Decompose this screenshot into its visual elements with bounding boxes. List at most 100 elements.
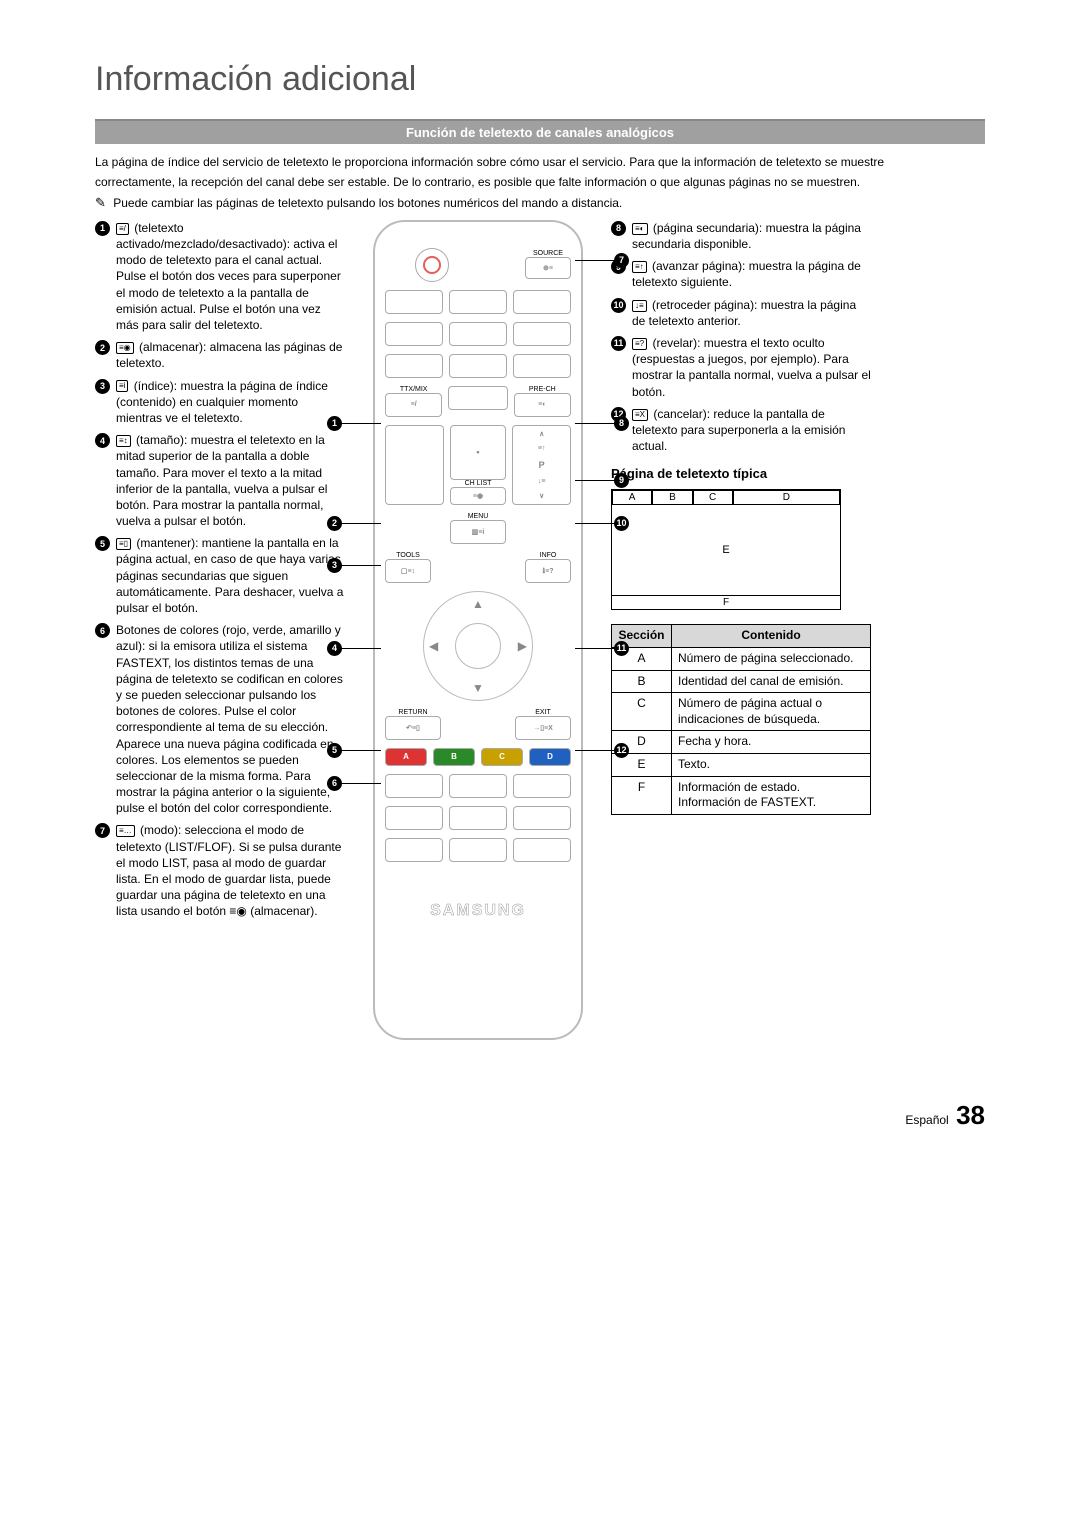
diag-e: E: [612, 505, 840, 595]
info-label: INFO: [525, 552, 571, 559]
right-item-9: 9≡↑ (avanzar página): muestra la página …: [611, 258, 871, 290]
lead-badge-2: 2: [327, 516, 342, 531]
left-column: 1≡/ (teletexto activado/mezclado/desacti…: [95, 220, 345, 1040]
lead-badge-8: 8: [614, 416, 629, 431]
table-row: ANúmero de página seleccionado.: [612, 647, 871, 670]
right-item-10: 10 ↓≡ (retroceder página): muestra la pág…: [611, 297, 871, 329]
item-text-4: ≡↕ (tamaño): muestra el teletexto en la …: [116, 432, 345, 529]
page-title: Información adicional: [95, 60, 985, 99]
footer-page-number: 38: [956, 1100, 985, 1130]
badge-4: 4: [95, 433, 110, 448]
lead-badge-5: 5: [327, 743, 342, 758]
item-text-10: ↓≡ (retroceder página): muestra la págin…: [632, 297, 871, 329]
section-header: Función de teletexto de canales analógic…: [95, 119, 985, 144]
prech-label: PRE-CH: [514, 386, 571, 393]
item-text-11: ≡? (revelar): muestra el texto oculto (r…: [632, 335, 871, 400]
tt-icon: ≡X: [632, 409, 648, 421]
section-content: Número de página actual o indicaciones d…: [672, 693, 871, 731]
badge-7: 7: [95, 823, 110, 838]
badge-2: 2: [95, 340, 110, 355]
remote-column: SOURCE ⊕≡ TTX/MIX ≡/: [363, 220, 593, 1040]
section-content: Texto.: [672, 753, 871, 776]
footer-lang: Español: [905, 1113, 948, 1127]
source-label: SOURCE: [525, 250, 571, 257]
badge-3: 3: [95, 379, 110, 394]
left-item-5: 5≡▯ (mantener): mantiene la pantalla en …: [95, 535, 345, 616]
lead-line: [341, 565, 381, 566]
left-item-2: 2 ≡◉ (almacenar): almacena las páginas de…: [95, 339, 345, 371]
section-content: Identidad del canal de emisión.: [672, 670, 871, 693]
exit-button: →▯≡X: [515, 716, 571, 740]
lead-line: [341, 523, 381, 524]
tools-button: ▢≡↕: [385, 559, 431, 583]
table-row: DFecha y hora.: [612, 731, 871, 754]
diag-c: C: [693, 490, 733, 505]
brand-logo: SAMSUNG: [385, 902, 571, 920]
lead-line: [575, 523, 615, 524]
lead-badge-1: 1: [327, 416, 342, 431]
intro-line-2: correctamente, la recepción del canal de…: [95, 174, 985, 190]
diag-a: A: [612, 490, 652, 505]
tt-icon: ≡◉: [116, 342, 134, 354]
left-item-7: 7 ≡… (modo): selecciona el modo de telete…: [95, 822, 345, 919]
section-table: Sección Contenido ANúmero de página sele…: [611, 624, 871, 814]
right-column: 8 ≡◐ (página secundaria): muestra la pági…: [611, 220, 871, 1040]
lead-badge-6: 6: [327, 776, 342, 791]
item-text-8: ≡◐ (página secundaria): muestra la págin…: [632, 220, 871, 252]
note-text: Puede cambiar las páginas de teletexto p…: [113, 196, 622, 210]
diag-b: B: [652, 490, 692, 505]
intro-line-1: La página de índice del servicio de tele…: [95, 154, 985, 170]
lead-badge-11: 11: [614, 641, 629, 656]
item-text-2: ≡◉ (almacenar): almacena las páginas de …: [116, 339, 345, 371]
lead-line: [341, 783, 381, 784]
section-content: Información de estado. Información de FA…: [672, 776, 871, 814]
table-row: BIdentidad del canal de emisión.: [612, 670, 871, 693]
chlist-button: ≡◉: [450, 487, 507, 505]
section-key: C: [612, 693, 672, 731]
tt-icon: ≡▯: [116, 538, 131, 550]
lead-badge-10: 10: [614, 516, 629, 531]
menu-label: MENU: [450, 513, 506, 520]
return-button: ↶≡▯: [385, 716, 441, 740]
item-text-7: ≡… (modo): selecciona el modo de teletex…: [116, 822, 345, 919]
tt-icon: ↓≡: [632, 300, 647, 312]
tt-icon: ≡i: [116, 380, 128, 392]
item-text-3: ≡i (índice): muestra la página de índice…: [116, 378, 345, 427]
color-buttons: A B C D: [385, 748, 571, 766]
lead-badge-9: 9: [614, 473, 629, 488]
power-button: [415, 248, 449, 282]
lead-line: [341, 648, 381, 649]
table-row: FInformación de estado. Información de F…: [612, 776, 871, 814]
tt-icon: ≡◐: [632, 223, 648, 235]
lead-badge-12: 12: [614, 743, 629, 758]
tt-icon: ≡/: [116, 223, 129, 235]
right-item-11: 11 ≡? (revelar): muestra el texto oculto …: [611, 335, 871, 400]
teletext-diagram: A B C D E F: [611, 489, 841, 610]
tools-label: TOOLS: [385, 552, 431, 559]
note-icon: ✎: [95, 194, 106, 212]
lead-badge-4: 4: [327, 641, 342, 656]
exit-label: EXIT: [515, 709, 571, 716]
remote-control: SOURCE ⊕≡ TTX/MIX ≡/: [373, 220, 583, 1040]
lead-badge-7: 7: [614, 253, 629, 268]
badge-10: 10: [611, 298, 626, 313]
diag-d: D: [733, 490, 840, 505]
right-item-12: 12≡X (cancelar): reduce la pantalla de t…: [611, 406, 871, 455]
section-content: Número de página seleccionado.: [672, 647, 871, 670]
tt-icon: ≡…: [116, 825, 135, 837]
teletext-diagram-title: Página de teletexto típica: [611, 466, 871, 481]
ttxmix-label: TTX/MIX: [385, 386, 442, 393]
lead-line: [575, 480, 615, 481]
return-label: RETURN: [385, 709, 441, 716]
left-item-4: 4 ≡↕ (tamaño): muestra el teletexto en la…: [95, 432, 345, 529]
color-c: C: [481, 748, 523, 766]
ttxmix-button: ≡/: [385, 393, 442, 417]
tt-icon: ≡?: [632, 338, 647, 350]
chlist-label: CH LIST: [450, 480, 507, 487]
badge-11: 11: [611, 336, 626, 351]
item-text-5: ≡▯ (mantener): mantiene la pantalla en l…: [116, 535, 345, 616]
p-label: P: [539, 460, 545, 470]
table-header-content: Contenido: [672, 625, 871, 648]
menu-button: ▥≡i: [450, 520, 506, 544]
left-item-1: 1≡/ (teletexto activado/mezclado/desacti…: [95, 220, 345, 333]
